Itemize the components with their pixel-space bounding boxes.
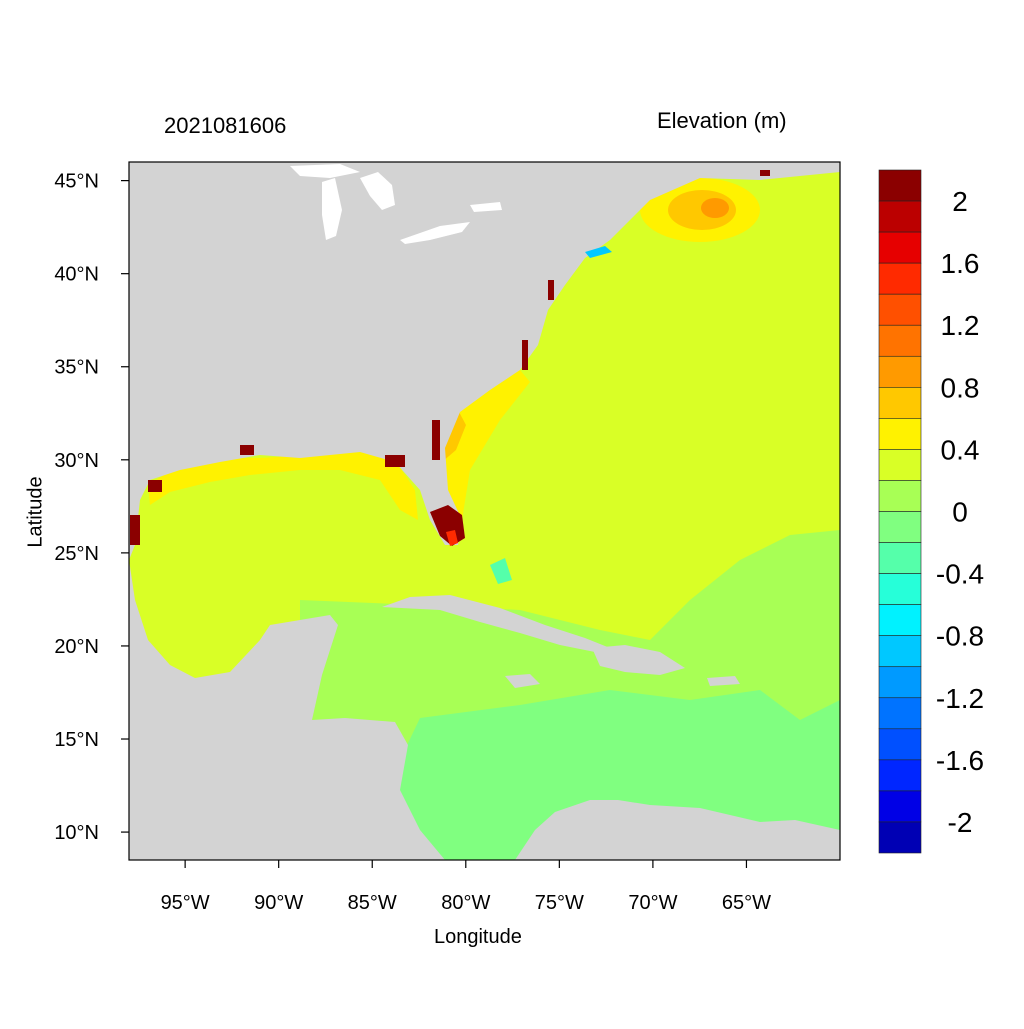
mexico-central-america-land <box>129 560 445 860</box>
south-america-land <box>515 800 840 860</box>
florida-surge-core <box>446 530 458 546</box>
legend-swatch <box>878 418 922 450</box>
jamaica-land <box>505 674 540 688</box>
legend-swatch <box>878 169 922 202</box>
y-tick-label: 30°N <box>54 450 99 472</box>
legend-swatch <box>878 573 922 605</box>
y-tick-label: 10°N <box>54 822 99 844</box>
y-tick-label: 20°N <box>54 636 99 658</box>
y-axis: 45°N 40°N 35°N 30°N 25°N 20°N 15°N 10°N <box>54 171 129 844</box>
legend-swatch <box>878 697 922 730</box>
plot-frame <box>128 161 841 861</box>
legend-label: 0 <box>952 497 968 528</box>
legend-label: 2 <box>952 186 968 217</box>
x-tick-label: 85°W <box>348 892 397 914</box>
legend-label: -1.2 <box>936 683 984 714</box>
bahamas-low <box>490 558 512 584</box>
legend-swatch <box>878 511 922 543</box>
lake-erie <box>400 222 470 244</box>
legend-swatch <box>878 635 922 668</box>
y-tick-label: 35°N <box>54 357 99 379</box>
legend-swatch <box>878 821 922 854</box>
legend-swatch <box>878 293 922 326</box>
timestamp-title: 2021081606 <box>164 113 287 138</box>
lake-ontario <box>470 202 502 212</box>
legend-label: -0.4 <box>936 559 984 590</box>
x-tick-label: 80°W <box>441 892 490 914</box>
color-legend: 2 1.6 1.2 0.8 0.4 0 -0.4 -0.8 -1.2 -1.6 -2 <box>878 169 984 854</box>
hispaniola-land <box>592 645 685 675</box>
legend-label: 0.4 <box>941 434 980 465</box>
legend-label: 0.8 <box>941 372 980 403</box>
y-tick-label: 40°N <box>54 264 99 286</box>
cuba-land <box>382 595 610 652</box>
legend-swatch <box>878 449 922 481</box>
legend-swatch <box>878 666 922 699</box>
legend-label: -0.8 <box>936 621 984 652</box>
y-tick-label: 15°N <box>54 729 99 751</box>
variable-title: Elevation (m) <box>657 108 787 133</box>
gulf-coast-band <box>148 452 418 520</box>
legend-swatch <box>878 324 922 357</box>
legend-label: 1.6 <box>941 248 980 279</box>
legend-swatch <box>878 200 922 233</box>
great-lakes <box>290 164 502 244</box>
coastal-flooding <box>130 170 770 545</box>
lake-michigan <box>322 178 342 240</box>
se-shelf-field <box>445 370 530 520</box>
map-area <box>129 162 840 860</box>
legend-swatch <box>878 790 922 823</box>
legend-swatch <box>878 387 922 419</box>
long-island-sound-low <box>585 246 612 258</box>
lake-huron <box>360 172 395 210</box>
legend-swatch <box>878 355 922 388</box>
legend-label: -1.6 <box>936 745 984 776</box>
legend-label: -2 <box>948 807 973 838</box>
legend-swatch <box>878 759 922 792</box>
legend-swatch <box>878 480 922 512</box>
x-tick-label: 75°W <box>535 892 584 914</box>
legend-swatch <box>878 542 922 574</box>
y-tick-label: 25°N <box>54 543 99 565</box>
x-axis-label: Longitude <box>434 926 522 948</box>
x-axis: 95°W 90°W 85°W 80°W 75°W 70°W 65°W <box>161 860 771 914</box>
y-tick-label: 45°N <box>54 171 99 193</box>
gulf-of-maine-peak <box>701 198 729 218</box>
x-tick-label: 90°W <box>254 892 303 914</box>
x-tick-label: 95°W <box>161 892 210 914</box>
x-tick-label: 65°W <box>722 892 771 914</box>
land <box>129 162 840 860</box>
lake-superior <box>290 164 360 178</box>
y-axis-label: Latitude <box>24 476 47 548</box>
puerto-rico-land <box>707 676 740 686</box>
legend-swatch <box>878 604 922 636</box>
x-tick-label: 70°W <box>628 892 677 914</box>
legend-swatch <box>878 262 922 295</box>
legend-swatch <box>878 231 922 264</box>
legend-label: 1.2 <box>941 310 980 341</box>
legend-swatch <box>878 728 922 761</box>
north-america-land <box>129 162 840 560</box>
